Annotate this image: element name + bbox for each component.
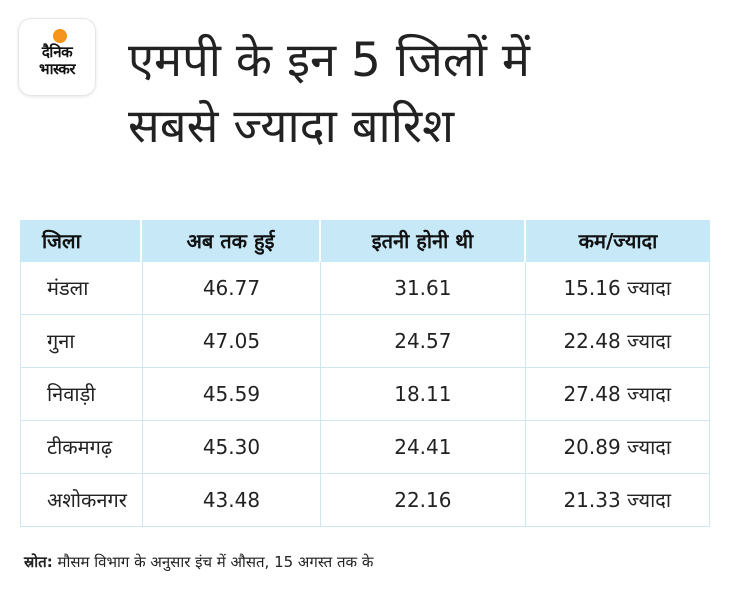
logo-sun-icon [53,29,67,43]
rainfall-table: जिला अब तक हुई इतनी होनी थी कम/ज्यादा मं… [20,220,710,527]
cell-district: मंडला [21,262,143,314]
cell-difference: 15.16 ज्यादा [563,276,672,300]
cell-rain-so-far: 47.05 [143,315,322,367]
cell-expected-rain: 31.61 [321,262,526,314]
cell-district: टीकमगढ़ [21,421,143,473]
logo-text-line2: भास्कर [39,60,75,78]
table-row: अशोकनगर 43.48 22.16 21.33 ज्यादा [21,474,709,527]
source-label: स्रोत: [24,553,53,571]
cell-rain-so-far: 43.48 [143,474,322,526]
header-expected-rain: इतनी होनी थी [321,220,526,262]
headline-line-2: सबसे ज्यादा बारिश [128,99,455,154]
header-rain-so-far: अब तक हुई [142,220,321,262]
table-row: गुना 47.05 24.57 22.48 ज्यादा [21,315,709,368]
dainik-bhaskar-logo: दैनिक भास्कर [19,19,95,95]
cell-rain-so-far: 45.30 [143,421,322,473]
logo-text-line1: दैनिक [41,43,73,61]
cell-expected-rain: 24.57 [321,315,526,367]
headline-line-1: एमपी के इन 5 जिलों में [128,33,531,88]
source-text: मौसम विभाग के अनुसार इंच में औसत, 15 अगस… [52,553,374,571]
header-district: जिला [20,220,142,262]
cell-expected-rain: 22.16 [321,474,526,526]
headline: एमपी के इन 5 जिलों में सबसे ज्यादा बारिश [128,28,718,160]
cell-difference: 20.89 ज्यादा [563,435,672,459]
cell-difference: 22.48 ज्यादा [563,329,672,353]
cell-rain-so-far: 45.59 [143,368,322,420]
table-row: टीकमगढ़ 45.30 24.41 20.89 ज्यादा [21,421,709,474]
cell-expected-rain: 24.41 [321,421,526,473]
cell-expected-rain: 18.11 [321,368,526,420]
table-header-row: जिला अब तक हुई इतनी होनी थी कम/ज्यादा [20,220,710,262]
table-body: मंडला 46.77 31.61 15.16 ज्यादा गुना 47.0… [20,262,710,527]
cell-district: अशोकनगर [21,474,143,526]
cell-difference: 21.33 ज्यादा [563,488,672,512]
cell-district: निवाड़ी [21,368,143,420]
source-note: स्रोत: मौसम विभाग के अनुसार इंच में औसत,… [24,552,373,572]
table-row: निवाड़ी 45.59 18.11 27.48 ज्यादा [21,368,709,421]
cell-difference: 27.48 ज्यादा [563,382,672,406]
table-row: मंडला 46.77 31.61 15.16 ज्यादा [21,262,709,315]
cell-rain-so-far: 46.77 [143,262,322,314]
cell-district: गुना [21,315,143,367]
header-difference: कम/ज्यादा [578,229,658,253]
